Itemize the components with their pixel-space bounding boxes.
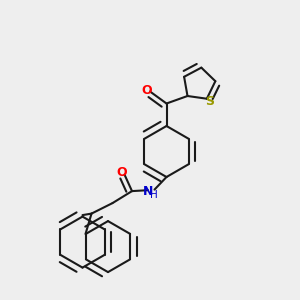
Text: H: H: [150, 190, 158, 200]
Text: S: S: [205, 94, 214, 108]
Text: O: O: [141, 83, 152, 97]
Text: N: N: [143, 184, 154, 198]
Text: O: O: [117, 166, 128, 179]
